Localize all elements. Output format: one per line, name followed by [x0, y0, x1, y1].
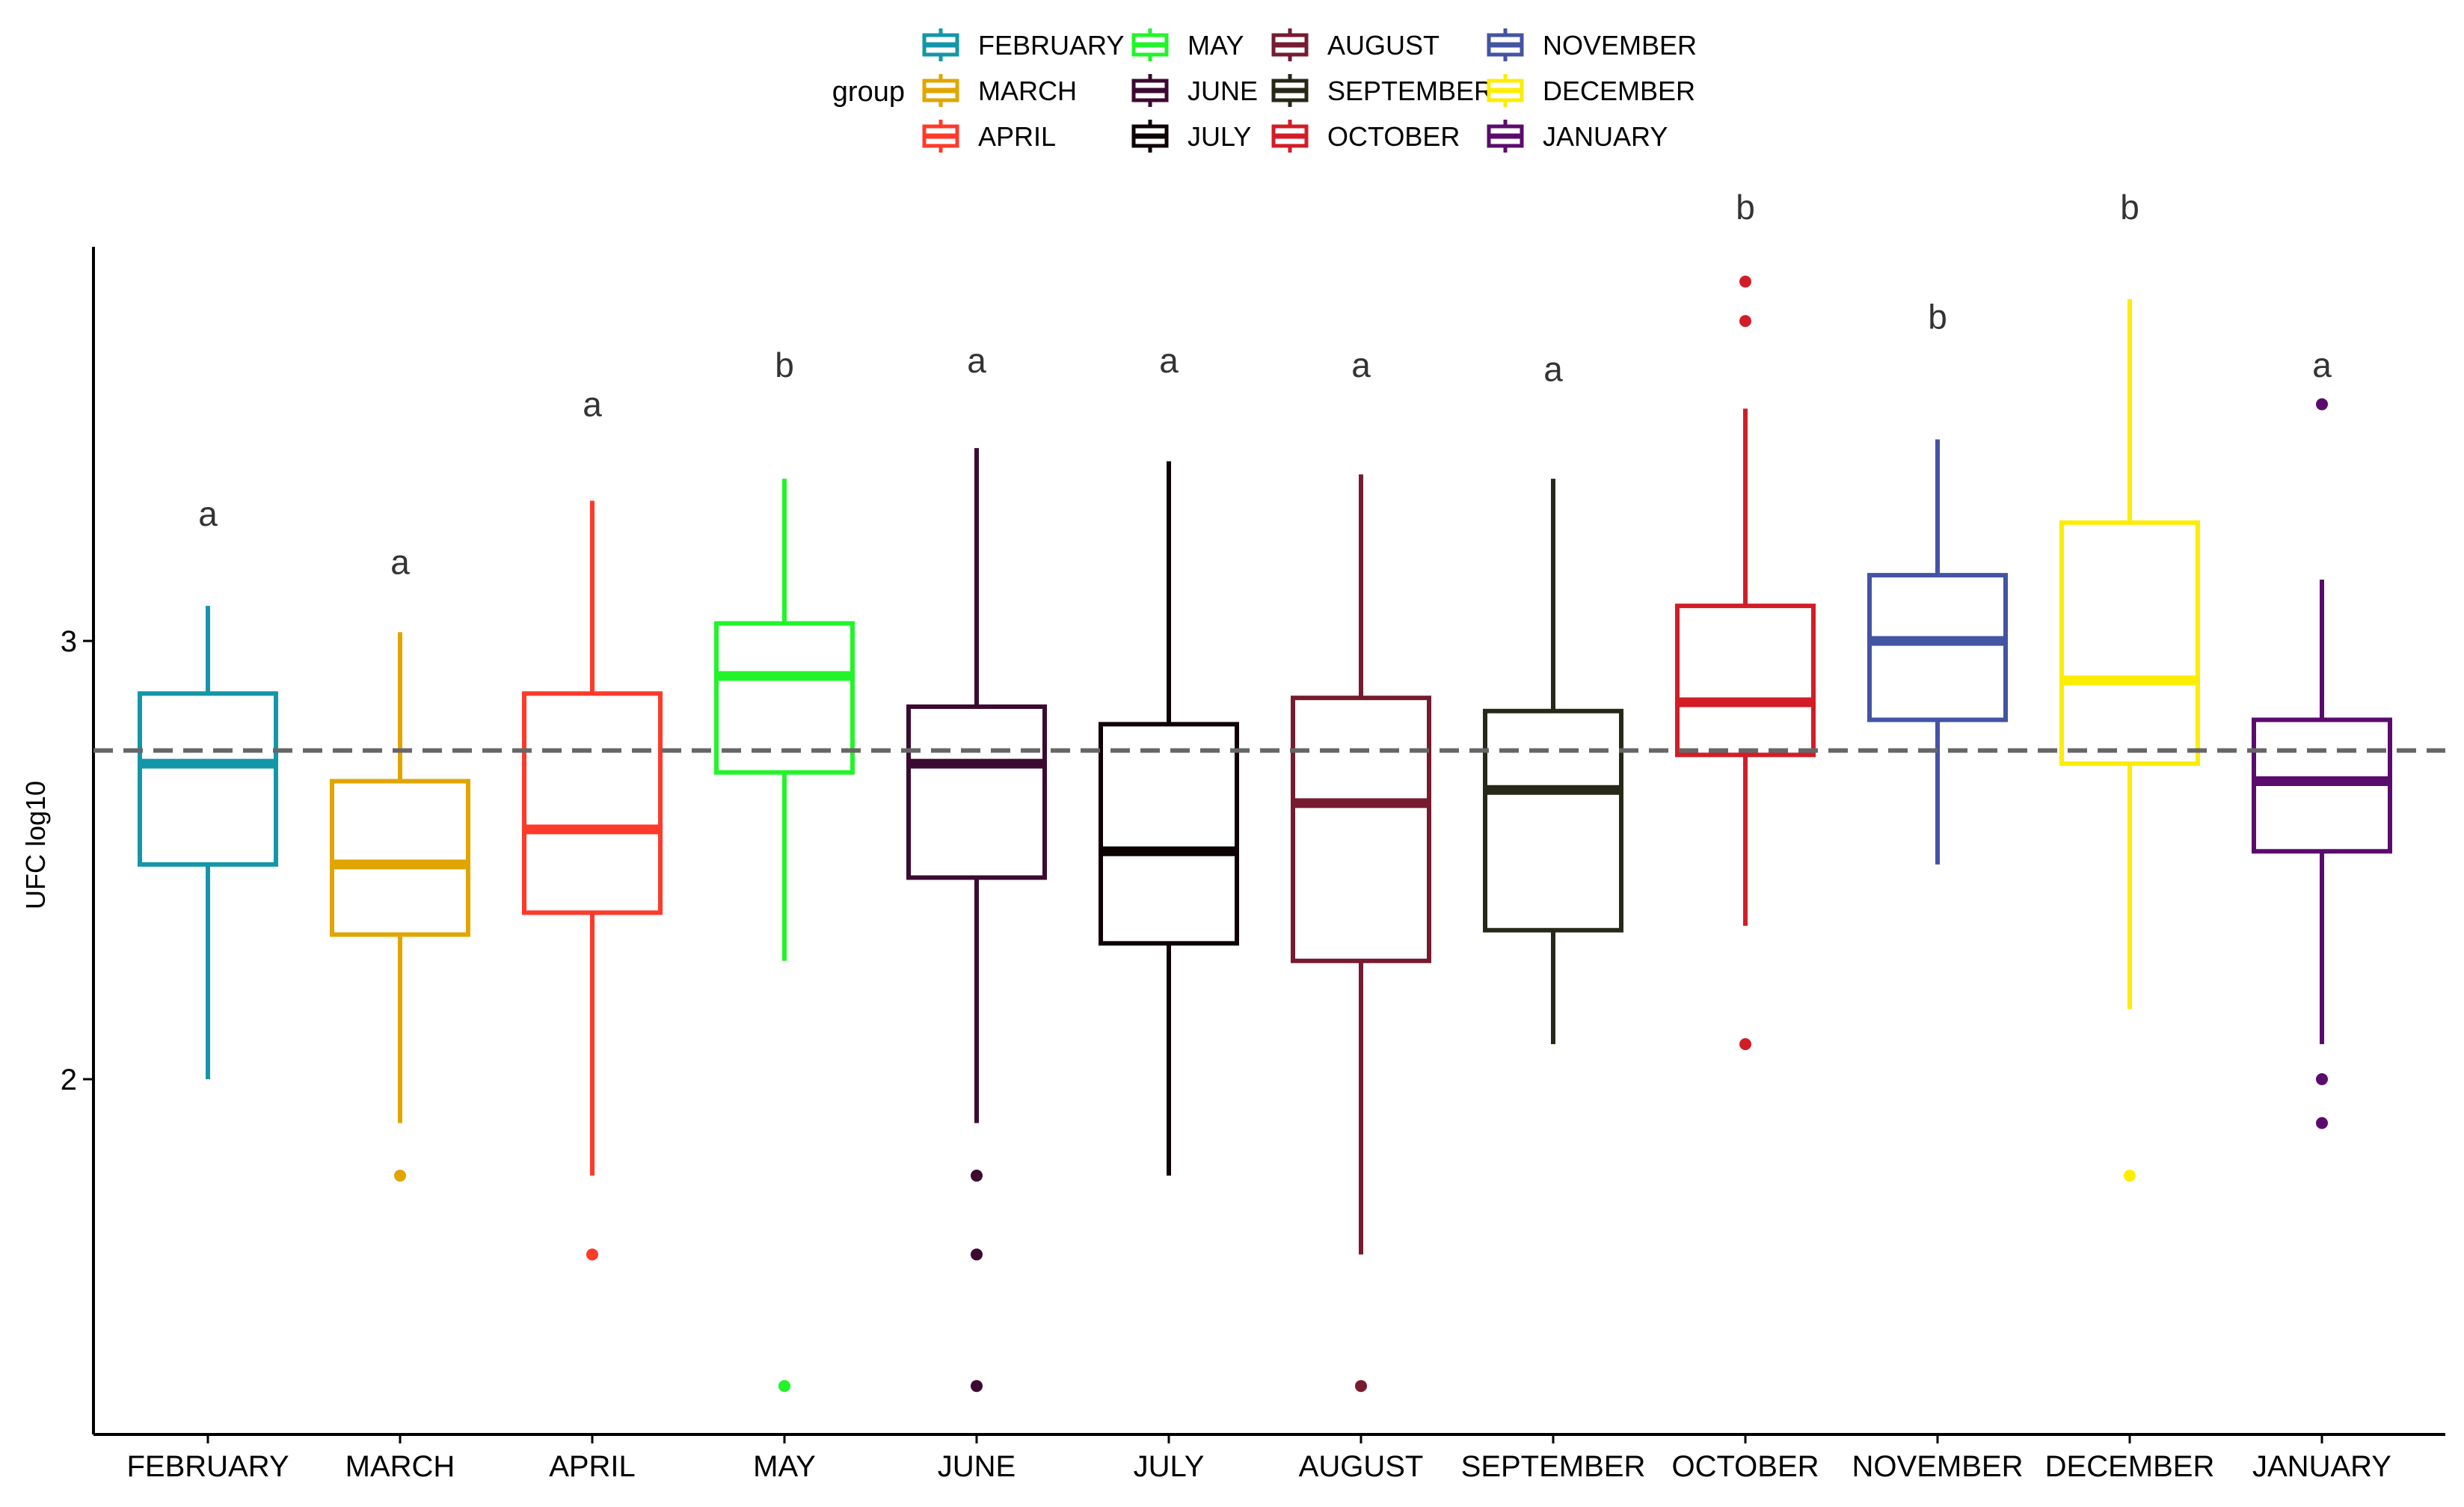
box-iqr — [1867, 573, 2008, 722]
legend-label: JANUARY — [1543, 121, 1668, 152]
significance-letter: a — [1159, 341, 1179, 380]
legend-item-august: AUGUST — [1271, 28, 1440, 61]
outlier-point — [778, 1380, 790, 1393]
outlier-point — [2316, 1073, 2328, 1085]
legend-label: MAY — [1188, 30, 1244, 61]
outlier-point — [1355, 1380, 1367, 1393]
box-december: b — [2059, 188, 2200, 1182]
x-tick-label: JUNE — [938, 1450, 1016, 1483]
outlier-point — [1739, 275, 1751, 288]
legend-label: MARCH — [978, 76, 1077, 106]
box-iqr — [138, 691, 278, 867]
legend-item-march: MARCH — [922, 74, 1077, 107]
box-iqr — [1675, 604, 1816, 758]
box-march: a — [330, 543, 470, 1182]
x-tick-label: MAY — [753, 1450, 816, 1483]
legend-item-june: JUNE — [1131, 74, 1258, 107]
significance-letter: a — [390, 543, 410, 582]
outlier-point — [586, 1248, 598, 1261]
legend-title: group — [832, 76, 905, 108]
significance-letter: a — [967, 341, 986, 380]
legend-item-april: APRIL — [922, 120, 1056, 153]
legend-label: SEPTEMBER — [1327, 76, 1493, 106]
box-iqr — [1483, 708, 1623, 933]
legend-item-december: DECEMBER — [1487, 74, 1695, 107]
outlier-point — [2124, 1169, 2136, 1182]
box-iqr — [714, 621, 855, 775]
outlier-point — [971, 1248, 983, 1261]
significance-letter: a — [2312, 346, 2332, 384]
legend: group FEBRUARY MAY AUGUST NOVEMBER MARCH JUNE… — [832, 28, 1697, 153]
outlier-point — [2316, 1117, 2328, 1129]
box-august: a — [1291, 346, 1431, 1393]
box-october: b — [1675, 188, 1816, 1051]
x-tick-label: NOVEMBER — [1852, 1450, 2024, 1483]
significance-letter: b — [2120, 188, 2139, 227]
box-november: b — [1867, 297, 2008, 865]
significance-letter: a — [583, 385, 602, 424]
box-january: a — [2252, 346, 2392, 1129]
plot-area: 2 3 a FEBRUARY a MARCH a APRIL b MAY a JUNE a JULY a AU… — [61, 188, 2445, 1483]
legend-label: FEBRUARY — [978, 30, 1124, 61]
box-iqr — [330, 779, 470, 937]
legend-label: APRIL — [978, 121, 1056, 152]
legend-label: OCTOBER — [1327, 121, 1460, 152]
legend-item-november: NOVEMBER — [1487, 28, 1697, 61]
outlier-point — [2316, 398, 2328, 411]
legend-label: NOVEMBER — [1543, 30, 1697, 61]
box-september: a — [1483, 350, 1623, 1045]
box-april: a — [522, 385, 663, 1261]
box-iqr — [2059, 520, 2200, 767]
outlier-point — [1739, 1038, 1751, 1051]
significance-letter: b — [775, 346, 794, 384]
legend-label: AUGUST — [1327, 30, 1440, 61]
significance-letter: b — [1736, 188, 1755, 227]
legend-item-may: MAY — [1131, 28, 1244, 61]
box-iqr — [1291, 696, 1431, 963]
x-tick-label: JANUARY — [2252, 1450, 2391, 1483]
outlier-point — [971, 1380, 983, 1393]
outlier-point — [1739, 315, 1751, 328]
significance-letter: a — [1543, 350, 1563, 389]
y-tick-label: 2 — [61, 1064, 77, 1096]
significance-letter: b — [1928, 297, 1947, 336]
box-july: a — [1099, 341, 1239, 1176]
significance-letter: a — [198, 494, 218, 533]
legend-item-february: FEBRUARY — [922, 28, 1124, 61]
legend-item-october: OCTOBER — [1271, 120, 1460, 153]
x-tick-label: JULY — [1134, 1450, 1205, 1483]
legend-label: JUNE — [1188, 76, 1258, 106]
box-february: a — [138, 494, 278, 1079]
legend-item-september: SEPTEMBER — [1271, 74, 1493, 107]
box-iqr — [1099, 722, 1239, 946]
x-tick-label: OCTOBER — [1671, 1450, 1819, 1483]
y-axis-title: UFC log10 — [20, 781, 51, 909]
box-may: b — [714, 346, 855, 1393]
x-tick-label: SEPTEMBER — [1461, 1450, 1646, 1483]
significance-letter: a — [1351, 346, 1371, 384]
legend-label: JULY — [1188, 121, 1251, 152]
legend-item-july: JULY — [1131, 120, 1251, 153]
x-tick-label: AUGUST — [1299, 1450, 1424, 1483]
x-tick-label: DECEMBER — [2045, 1450, 2215, 1483]
x-tick-label: FEBRUARY — [126, 1450, 289, 1483]
outlier-point — [971, 1169, 983, 1182]
box-iqr — [522, 691, 663, 915]
legend-item-january: JANUARY — [1487, 120, 1668, 153]
outlier-point — [394, 1169, 406, 1182]
legend-label: DECEMBER — [1543, 76, 1695, 106]
x-tick-label: APRIL — [549, 1450, 636, 1483]
box-june: a — [906, 341, 1047, 1393]
x-tick-label: MARCH — [345, 1450, 455, 1483]
y-tick-label: 3 — [61, 625, 77, 658]
box-iqr — [906, 704, 1047, 880]
